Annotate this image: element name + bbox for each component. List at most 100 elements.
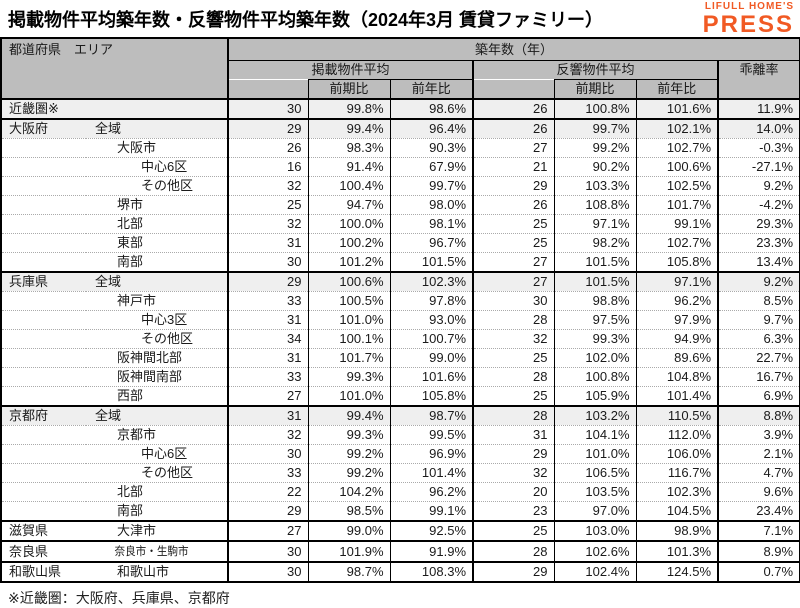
value-cell: 99.2%: [308, 463, 391, 483]
table-body: 近畿圏※ 30 99.8% 98.6% 26 100.8% 101.6% 11.9% 大阪府 全域…: [1, 99, 800, 582]
prefecture-cell: [1, 139, 86, 158]
value-cell: 93.0%: [390, 310, 475, 330]
area-cell: 大津市: [86, 521, 230, 541]
value-cell: 23: [473, 501, 555, 521]
value-cell: 102.3%: [636, 482, 720, 502]
area-cell: 和歌山市: [86, 562, 230, 582]
value-cell: 9.2%: [763, 178, 794, 193]
prefecture-cell: [1, 426, 86, 445]
table-header: 都道府県 エリア 築年数（年） 掲載物件平均 反響物件平均 乖離率 前期比 前年…: [1, 38, 800, 99]
value-cell: 97.0%: [554, 501, 637, 521]
value-cell: 6.9%: [763, 388, 794, 403]
value-cell: 99.4%: [308, 119, 391, 139]
value-cell: 3.9%: [763, 427, 794, 442]
value-cell: 101.0%: [308, 310, 391, 330]
value-cell: 29: [473, 444, 555, 464]
value-cell: 98.3%: [308, 138, 391, 158]
area-cell: その他区: [86, 463, 230, 483]
value-cell: 29: [228, 272, 309, 292]
prefecture-cell: 滋賀県: [9, 523, 49, 538]
value-cell: 116.7%: [636, 463, 720, 483]
value-cell: 6.3%: [763, 331, 794, 346]
table-row: 北部 32 100.0% 98.1% 25 97.1% 99.1% 29.3%: [1, 214, 800, 234]
value-cell: 25: [473, 233, 555, 253]
value-cell: 101.6%: [636, 99, 720, 119]
value-cell: 27: [228, 521, 309, 541]
value-cell: 99.7%: [554, 119, 637, 139]
value-cell: 97.1%: [554, 214, 637, 234]
title-bar: 掲載物件平均築年数・反響物件平均築年数（2024年3月 賃貸ファミリー） LIF…: [0, 0, 800, 37]
value-cell: 102.7%: [636, 138, 720, 158]
value-cell: 101.7%: [308, 348, 391, 368]
table-row: 京都市 32 99.3% 99.5% 31 104.1% 112.0% 3.9%: [1, 425, 800, 445]
area-cell: 全域: [86, 119, 230, 139]
value-cell: 98.9%: [636, 521, 720, 541]
value-cell: 27: [473, 272, 555, 292]
value-cell: 29: [228, 501, 309, 521]
table-row: その他区 33 99.2% 101.4% 32 106.5% 116.7% 4.7%: [1, 463, 800, 483]
prefecture-cell: [1, 483, 86, 502]
value-cell: 103.5%: [554, 482, 637, 502]
prefecture-cell: [1, 330, 86, 349]
value-cell: 98.0%: [390, 195, 475, 215]
value-cell: 106.0%: [636, 444, 720, 464]
value-cell: 29.3%: [756, 216, 794, 231]
value-cell: 97.9%: [636, 310, 720, 330]
value-cell: 99.2%: [308, 444, 391, 464]
value-cell: 2.1%: [763, 446, 794, 461]
value-cell: 98.2%: [554, 233, 637, 253]
area-cell: 北部: [86, 214, 230, 234]
value-cell: 102.4%: [554, 562, 637, 582]
value-cell: 96.2%: [390, 482, 475, 502]
value-cell: 105.9%: [554, 386, 637, 406]
area-cell: 全域: [86, 272, 230, 292]
value-cell: 110.5%: [636, 406, 720, 426]
prefecture-cell: [1, 196, 86, 215]
value-cell: 25: [473, 386, 555, 406]
value-cell: 101.0%: [554, 444, 637, 464]
area-cell: 大阪市: [86, 138, 230, 158]
area-cell: その他区: [86, 329, 230, 349]
area-cell: 阪神間北部: [86, 348, 230, 368]
value-cell: 7.1%: [763, 523, 794, 538]
value-cell: 30: [228, 562, 309, 582]
value-cell: 8.8%: [718, 406, 800, 426]
value-cell: 29: [228, 119, 309, 139]
value-cell: 100.4%: [308, 176, 391, 196]
value-cell: 91.9%: [390, 541, 475, 562]
value-cell: 28: [473, 367, 555, 387]
value-cell: 30: [228, 252, 309, 272]
value-cell: 101.6%: [390, 367, 475, 387]
area-cell: 奈良市・生駒市: [86, 541, 230, 562]
value-cell: 33: [228, 291, 309, 311]
value-cell: 4.7%: [763, 465, 794, 480]
footnote: ※近畿圏：大阪府、兵庫県、京都府: [8, 590, 230, 606]
prefecture-cell: 兵庫県: [1, 272, 86, 292]
table-row: 兵庫県 全域 29 100.6% 102.3% 27 101.5% 97.1% 9.2%: [1, 272, 800, 292]
area-cell: 南部: [86, 501, 230, 521]
prefecture-cell: [1, 177, 86, 196]
value-cell: 22.7%: [756, 350, 794, 365]
table-row: 堺市 25 94.7% 98.0% 26 108.8% 101.7% -4.2%: [1, 195, 800, 215]
value-cell: 9.6%: [763, 484, 794, 499]
value-cell: 30: [473, 291, 555, 311]
prefecture-cell: [1, 311, 86, 330]
area-cell: 神戸市: [86, 291, 230, 311]
table-row: 南部 29 98.5% 99.1% 23 97.0% 104.5% 23.4%: [1, 501, 800, 521]
value-cell: 100.6%: [308, 272, 391, 292]
value-cell: 99.8%: [308, 99, 391, 119]
table-row: 奈良県 奈良市・生駒市 30 101.9% 91.9% 28 102.6% 101.3% 8.9…: [1, 541, 800, 562]
value-cell: 9.2%: [718, 272, 800, 292]
value-cell: 98.1%: [390, 214, 475, 234]
value-cell: 100.8%: [554, 367, 637, 387]
value-cell: 26: [473, 195, 555, 215]
prefecture-cell: [1, 253, 86, 273]
value-cell: 25: [473, 348, 555, 368]
header-divergence-rate: 乖離率: [718, 60, 800, 99]
logo-press-text: PRESS: [702, 11, 794, 38]
value-cell: 25: [473, 521, 555, 541]
value-cell: 101.9%: [308, 541, 391, 562]
value-cell: 8.9%: [763, 543, 794, 559]
table-row: 近畿圏※ 30 99.8% 98.6% 26 100.8% 101.6% 11.9%: [1, 99, 800, 119]
value-cell: 99.1%: [390, 501, 475, 521]
